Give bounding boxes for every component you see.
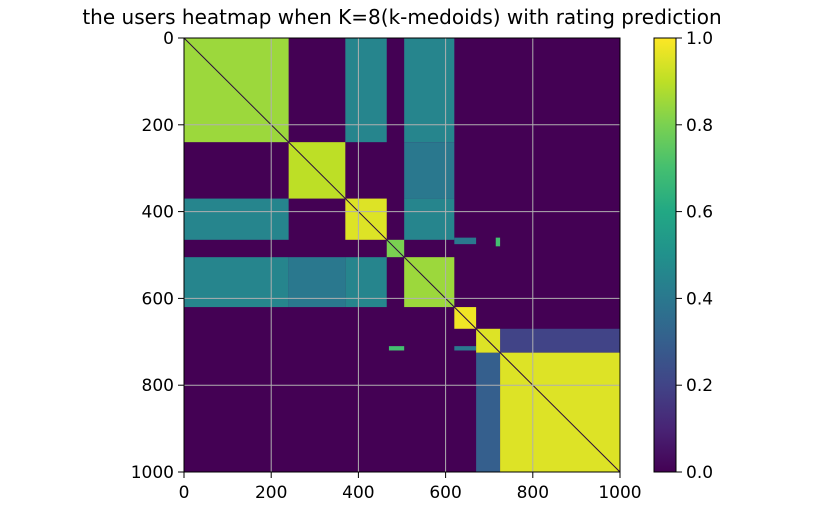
colorbar-gradient — [653, 37, 677, 473]
colorbar: 0.0 0.2 0.4 0.6 0.8 1.0 — [653, 29, 713, 483]
heatmap-gridlines — [184, 38, 620, 472]
x-tick-label: 1000 — [598, 483, 641, 503]
y-axis: 0 200 400 600 800 1000 — [131, 29, 184, 483]
heatmap-offdiagonal-block — [288, 257, 346, 308]
colorbar-tick-label: 0.2 — [686, 376, 713, 396]
x-tick-label: 200 — [255, 483, 287, 503]
y-tick-label: 0 — [163, 29, 174, 49]
heatmap-offdiagonal-block — [454, 237, 477, 245]
colorbar-tick-label: 0.0 — [686, 463, 713, 483]
heatmap-plot-area — [183, 37, 621, 473]
colorbar-tick-label: 0.8 — [686, 116, 713, 136]
x-tick-label: 600 — [429, 483, 461, 503]
heatmap-frame — [183, 37, 621, 473]
y-tick-label: 200 — [142, 116, 174, 136]
chart-title: the users heatmap when K=8(k-medoids) wi… — [82, 5, 721, 29]
y-tick-label: 1000 — [131, 463, 174, 483]
colorbar-tick-label: 0.4 — [686, 289, 713, 309]
y-tick-label: 600 — [142, 289, 174, 309]
colorbar-ticks: 0.0 0.2 0.4 0.6 0.8 1.0 — [676, 29, 713, 483]
heatmap-offdiagonal-block — [345, 38, 387, 143]
colorbar-tick-label: 0.6 — [686, 203, 713, 223]
heatmap-diagonal — [183, 37, 621, 473]
heatmap-offdiagonal-block — [404, 198, 455, 240]
x-tick-label: 400 — [342, 483, 374, 503]
x-tick-label: 800 — [517, 483, 549, 503]
heatmap-offdiagonal-block — [495, 237, 501, 247]
x-axis: 0 200 400 600 800 1000 — [179, 472, 642, 503]
x-tick-label: 0 — [179, 483, 190, 503]
heatmap-offdiagonal-block — [454, 346, 477, 351]
heatmap-offdiagonal-block — [404, 142, 455, 199]
y-tick-label: 800 — [142, 376, 174, 396]
heatmap-offdiagonal-block — [184, 257, 289, 308]
heatmap-offdiagonal-block — [345, 257, 387, 308]
heatmap-offdiagonal-block — [184, 198, 289, 240]
heatmap-offdiagonal-block — [476, 352, 501, 472]
colorbar-tick-label: 1.0 — [686, 29, 713, 49]
y-tick-label: 400 — [142, 203, 174, 223]
heatmap-offdiagonal-block — [500, 328, 620, 353]
heatmap-offdiagonal-block — [404, 38, 455, 143]
heatmap-offdiagonal-block — [388, 346, 405, 351]
